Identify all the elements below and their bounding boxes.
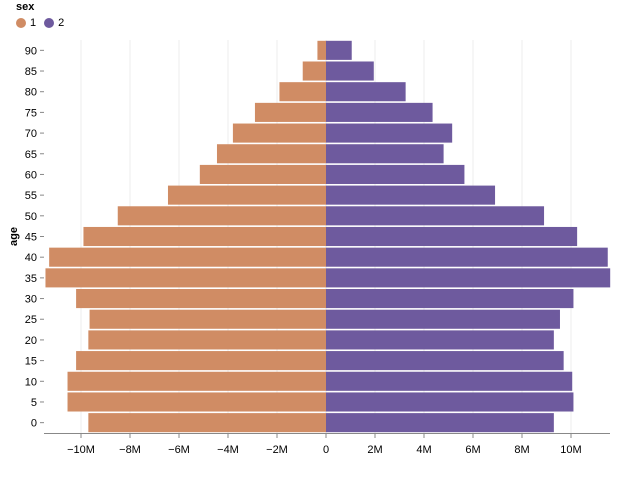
x-tick-label: 8M <box>514 444 529 456</box>
legend-item-1[interactable]: 1 <box>16 17 36 29</box>
legend: sex 1 2 <box>16 0 64 29</box>
y-tick-label: 25 <box>25 314 37 326</box>
bar-sex-1-age-20[interactable] <box>88 330 326 350</box>
legend-swatch-2 <box>44 18 55 28</box>
bar-sex-1-age-30[interactable] <box>76 289 326 309</box>
bar-sex-2-age-35[interactable] <box>326 268 611 288</box>
y-tick-label: 60 <box>25 169 37 181</box>
legend-items: 1 2 <box>16 17 64 29</box>
bar-sex-1-age-65[interactable] <box>216 144 326 164</box>
y-tick-label: 90 <box>25 45 37 57</box>
bar-sex-1-age-90[interactable] <box>317 40 326 60</box>
y-tick-label: 50 <box>25 211 37 223</box>
bar-sex-2-age-60[interactable] <box>326 164 465 184</box>
y-tick-label: 70 <box>25 128 37 140</box>
bar-sex-1-age-25[interactable] <box>89 309 326 329</box>
y-tick-label: 5 <box>31 397 37 409</box>
legend-label-2: 2 <box>58 17 65 29</box>
bar-sex-2-age-65[interactable] <box>326 144 444 164</box>
x-tick-label: −6M <box>168 444 190 456</box>
bar-sex-2-age-50[interactable] <box>326 206 545 226</box>
x-tick-label: 2M <box>367 444 382 456</box>
bar-sex-2-age-70[interactable] <box>326 123 453 143</box>
y-tick-label: 75 <box>25 107 37 119</box>
bar-sex-1-age-35[interactable] <box>45 268 326 288</box>
x-axis: −10M −8M −6M −4M −2M 0 2M 4M 6M 8M 10M <box>44 433 610 456</box>
bar-sex-1-age-10[interactable] <box>67 371 327 391</box>
bar-sex-2-age-25[interactable] <box>326 309 560 329</box>
bar-sex-1-age-15[interactable] <box>76 351 326 371</box>
bar-sex-1-age-60[interactable] <box>199 164 326 184</box>
y-tick-label: 55 <box>25 190 37 202</box>
bar-sex-2-age-15[interactable] <box>326 351 564 371</box>
y-tick-label: 15 <box>25 356 37 368</box>
x-tick-label: −4M <box>217 444 239 456</box>
bar-sex-2-age-40[interactable] <box>326 247 608 267</box>
bar-sex-1-age-70[interactable] <box>232 123 326 143</box>
bar-sex-2-age-5[interactable] <box>326 392 574 412</box>
bar-sex-2-age-85[interactable] <box>326 61 374 81</box>
bar-sex-1-age-75[interactable] <box>254 102 326 122</box>
y-axis-title: age <box>8 227 20 246</box>
y-tick-label: 35 <box>25 273 37 285</box>
x-tick-label: 6M <box>465 444 480 456</box>
y-tick-label: 80 <box>25 87 37 99</box>
y-tick-label: 20 <box>25 335 37 347</box>
y-tick-label: 45 <box>25 232 37 244</box>
x-tick-label: −10M <box>67 444 95 456</box>
bar-sex-1-age-55[interactable] <box>167 185 326 205</box>
bar-sex-2-age-20[interactable] <box>326 330 554 350</box>
bar-sex-1-age-5[interactable] <box>67 392 327 412</box>
legend-label-1: 1 <box>30 17 37 29</box>
bar-sex-2-age-10[interactable] <box>326 371 573 391</box>
y-tick-label: 85 <box>25 66 37 78</box>
bar-sex-1-age-80[interactable] <box>279 82 326 102</box>
x-tick-label: 10M <box>560 444 581 456</box>
bar-sex-2-age-30[interactable] <box>326 289 574 309</box>
y-tick-label: 10 <box>25 376 37 388</box>
legend-title: sex <box>16 1 35 13</box>
y-tick-label: 0 <box>31 418 37 430</box>
x-tick-label: −2M <box>266 444 288 456</box>
bar-sex-2-age-75[interactable] <box>326 102 433 122</box>
bars <box>45 40 611 433</box>
x-tick-label: 4M <box>416 444 431 456</box>
bar-sex-2-age-45[interactable] <box>326 226 578 247</box>
legend-item-2[interactable]: 2 <box>44 17 64 29</box>
x-tick-label: −8M <box>119 444 141 456</box>
y-tick-label: 40 <box>25 252 37 264</box>
bar-sex-2-age-55[interactable] <box>326 185 496 205</box>
y-tick-label: 65 <box>25 149 37 161</box>
bar-sex-1-age-40[interactable] <box>49 247 327 267</box>
y-tick-label: 30 <box>25 294 37 306</box>
bar-sex-2-age-90[interactable] <box>326 40 352 60</box>
x-tick-label: 0 <box>323 444 329 456</box>
bar-sex-1-age-85[interactable] <box>302 61 326 81</box>
bar-sex-2-age-0[interactable] <box>326 413 554 433</box>
bar-sex-1-age-0[interactable] <box>88 413 326 433</box>
bar-sex-1-age-45[interactable] <box>83 226 326 247</box>
legend-swatch-1 <box>16 18 26 28</box>
y-axis: 0 5 10 15 20 25 30 35 40 45 50 55 60 65 70 75 80 85 90 <box>25 45 44 430</box>
bar-sex-1-age-50[interactable] <box>117 206 326 226</box>
bar-sex-2-age-80[interactable] <box>326 82 406 102</box>
